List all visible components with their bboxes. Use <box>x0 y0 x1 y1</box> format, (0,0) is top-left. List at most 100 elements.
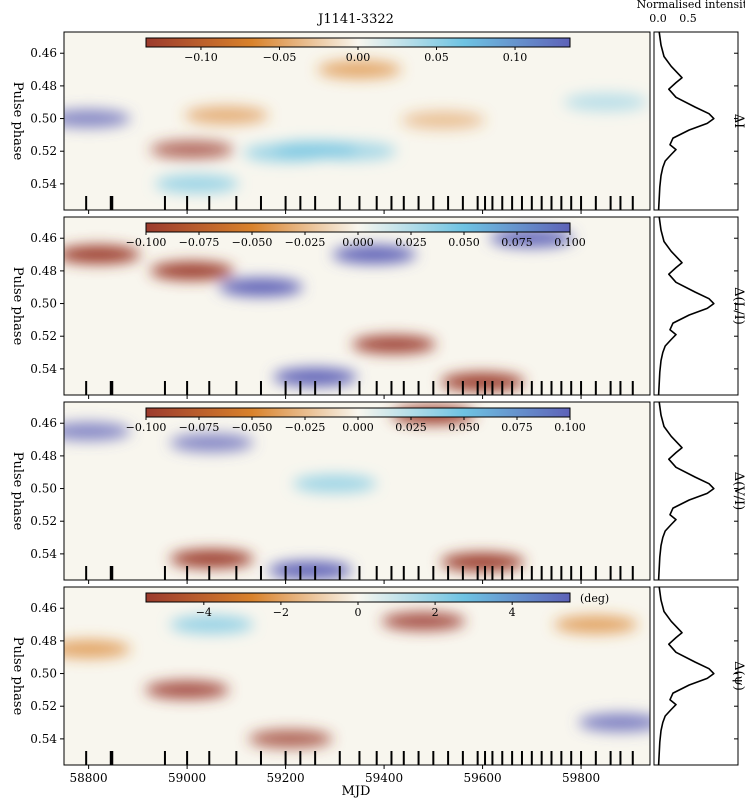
colorbar-tick-label: 0 <box>355 606 362 619</box>
profile-line <box>657 586 715 766</box>
quantity-label: Δ(ψ) <box>731 661 745 691</box>
heatmap-feature <box>292 474 377 493</box>
panel-frame <box>63 31 651 211</box>
heatmap-feature <box>489 229 574 248</box>
y-tick-label: 0.50 <box>30 482 57 496</box>
colorbar-tick-label: 0.000 <box>342 421 374 434</box>
panel-frame <box>63 586 651 766</box>
x-tick-label: 59200 <box>267 771 305 785</box>
colorbar-tick-label: 0.025 <box>395 236 427 249</box>
y-tick-label: 0.48 <box>30 449 57 463</box>
y-tick-label: 0.46 <box>30 601 57 615</box>
colorbar-tick-label: −0.10 <box>184 51 218 64</box>
heatmap-feature <box>273 368 358 387</box>
colorbar <box>145 592 571 603</box>
heatmap-feature <box>150 261 235 280</box>
x-tick-label: 58800 <box>70 771 108 785</box>
heatmap-feature <box>317 60 402 79</box>
colorbar-tick-label: −0.025 <box>285 421 326 434</box>
heatmap-feature <box>169 433 254 452</box>
panel-2: 0.46 0.48 0.50 0.52 0.54 Pulse phase −0.100 −0.… <box>10 216 745 399</box>
colorbar <box>145 37 571 48</box>
heatmap-feature <box>563 93 648 112</box>
y-tick-label: 0.54 <box>30 362 57 376</box>
profile-x-tick-label: 0.0 <box>649 12 667 25</box>
y-tick-label: 0.50 <box>30 667 57 681</box>
profile-line <box>657 216 715 396</box>
colorbar-tick-label: 0.100 <box>554 236 586 249</box>
heatmap-feature <box>150 140 235 159</box>
x-tick-label: 59400 <box>365 771 403 785</box>
heatmap-feature <box>578 713 650 732</box>
colorbar-tick-label: −0.050 <box>232 236 273 249</box>
heatmap-feature <box>312 142 397 161</box>
heatmap-feature <box>169 615 254 634</box>
colorbar-tick-label: −0.050 <box>232 421 273 434</box>
colorbar-tick-label: 2 <box>432 606 439 619</box>
x-tick-label: 59800 <box>562 771 600 785</box>
panel-1: 0.46 0.48 0.50 0.52 0.54 Pulse phase −0.10 −0.0… <box>10 31 745 214</box>
colorbar-tick-label: −0.025 <box>285 236 326 249</box>
profile-panel <box>653 216 739 396</box>
heatmap-feature <box>553 615 638 634</box>
y-tick-label: 0.54 <box>30 177 57 191</box>
y-axis-label: Pulse phase <box>10 452 25 531</box>
profile-x-tick-label: 0.5 <box>679 12 697 25</box>
colorbar-tick-label: 0.075 <box>501 236 533 249</box>
profile-panel <box>653 586 739 766</box>
colorbar-tick-label: 0.050 <box>448 421 480 434</box>
colorbar-tick-label: 0.100 <box>554 421 586 434</box>
heatmap-feature <box>154 174 239 193</box>
x-tick-label: 59000 <box>168 771 206 785</box>
colorbar <box>145 407 571 418</box>
colorbar-tick-label: 0.00 <box>346 51 371 64</box>
quantity-label: Δ(V/I) <box>731 472 745 510</box>
colorbar-tick-label: −0.075 <box>179 421 220 434</box>
heatmap-feature <box>401 111 486 130</box>
colorbar-unit: (deg) <box>580 592 609 605</box>
heatmap-feature <box>184 106 269 125</box>
colorbar-tick-label: −0.075 <box>179 236 220 249</box>
heatmap-feature <box>145 680 230 699</box>
panel-frame <box>63 401 651 581</box>
y-tick-label: 0.46 <box>30 231 57 245</box>
heatmap-feature <box>440 372 525 391</box>
colorbar-tick-label: −0.100 <box>126 421 167 434</box>
y-tick-label: 0.48 <box>30 264 57 278</box>
colorbar-tick-label: −4 <box>196 606 212 619</box>
heatmap-feature <box>64 245 141 264</box>
heatmap-feature <box>64 422 131 441</box>
y-axis-label: Pulse phase <box>10 267 25 346</box>
y-tick-label: 0.54 <box>30 547 57 561</box>
colorbar-tick-label: −2 <box>273 606 289 619</box>
colorbar-tick-label: 0.05 <box>424 51 449 64</box>
y-tick-label: 0.52 <box>30 699 57 713</box>
heatmap-background <box>64 587 650 765</box>
profile-line <box>657 401 715 581</box>
colorbar-tick-label: 0.050 <box>448 236 480 249</box>
heatmap-feature <box>64 640 131 659</box>
y-tick-label: 0.52 <box>30 329 57 343</box>
heatmap-feature <box>248 729 333 748</box>
y-tick-label: 0.50 <box>30 112 57 126</box>
panels: 0.46 0.48 0.50 0.52 0.54 Pulse phase −0.10 −0.0… <box>10 31 745 785</box>
x-axis-label: MJD <box>342 784 371 799</box>
y-tick-label: 0.52 <box>30 514 57 528</box>
heatmap-feature <box>351 335 436 354</box>
y-tick-label: 0.54 <box>30 732 57 746</box>
y-tick-label: 0.52 <box>30 144 57 158</box>
heatmap-feature <box>332 245 417 264</box>
profile-panel <box>653 31 739 211</box>
colorbar-tick-label: 4 <box>509 606 516 619</box>
quantity-label: ΔI <box>731 114 745 129</box>
y-axis-label: Pulse phase <box>10 82 25 161</box>
heatmap-feature <box>268 561 353 580</box>
profile-line <box>657 31 715 211</box>
y-tick-label: 0.48 <box>30 634 57 648</box>
colorbar-tick-label: 0.075 <box>501 421 533 434</box>
y-tick-label: 0.46 <box>30 46 57 60</box>
x-tick-label: 59600 <box>463 771 501 785</box>
profile-panel <box>653 401 739 581</box>
panel-3: 0.46 0.48 0.50 0.52 0.54 Pulse phase −0.100 −0.… <box>10 401 745 584</box>
heatmap-feature <box>169 549 254 568</box>
